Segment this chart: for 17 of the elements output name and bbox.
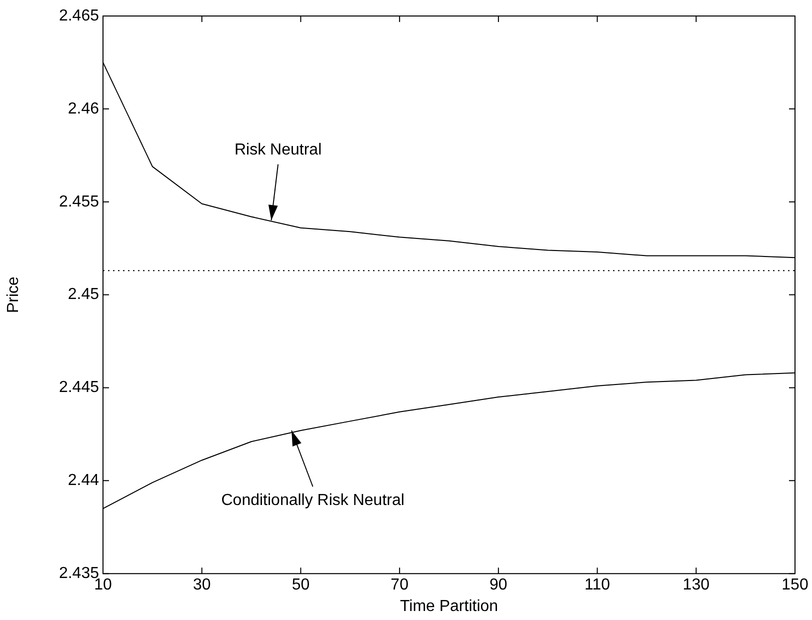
annotation: Conditionally Risk Neutral — [221, 492, 404, 510]
y-tick-label: 2.44 — [68, 472, 100, 490]
y-tick-label: 2.465 — [58, 7, 100, 24]
x-tick-label: 110 — [584, 576, 610, 594]
x-tick-label: 50 — [292, 576, 310, 594]
y-tick-label: 2.45 — [68, 286, 100, 304]
y-tick-label: 2.46 — [68, 100, 100, 118]
x-tick-label: 130 — [682, 576, 710, 594]
x-axis-title: Time Partition — [400, 598, 498, 615]
y-axis-title: Price — [5, 276, 22, 314]
x-tick-label: 90 — [490, 576, 508, 594]
y-tick-label: 2.445 — [58, 379, 100, 396]
annotation: Risk Neutral — [234, 142, 322, 159]
x-tick-label: 30 — [192, 576, 211, 594]
x-tick-label: 150 — [782, 576, 808, 594]
y-tick-label: 2.455 — [58, 193, 100, 210]
x-tick-label: 70 — [390, 576, 409, 594]
